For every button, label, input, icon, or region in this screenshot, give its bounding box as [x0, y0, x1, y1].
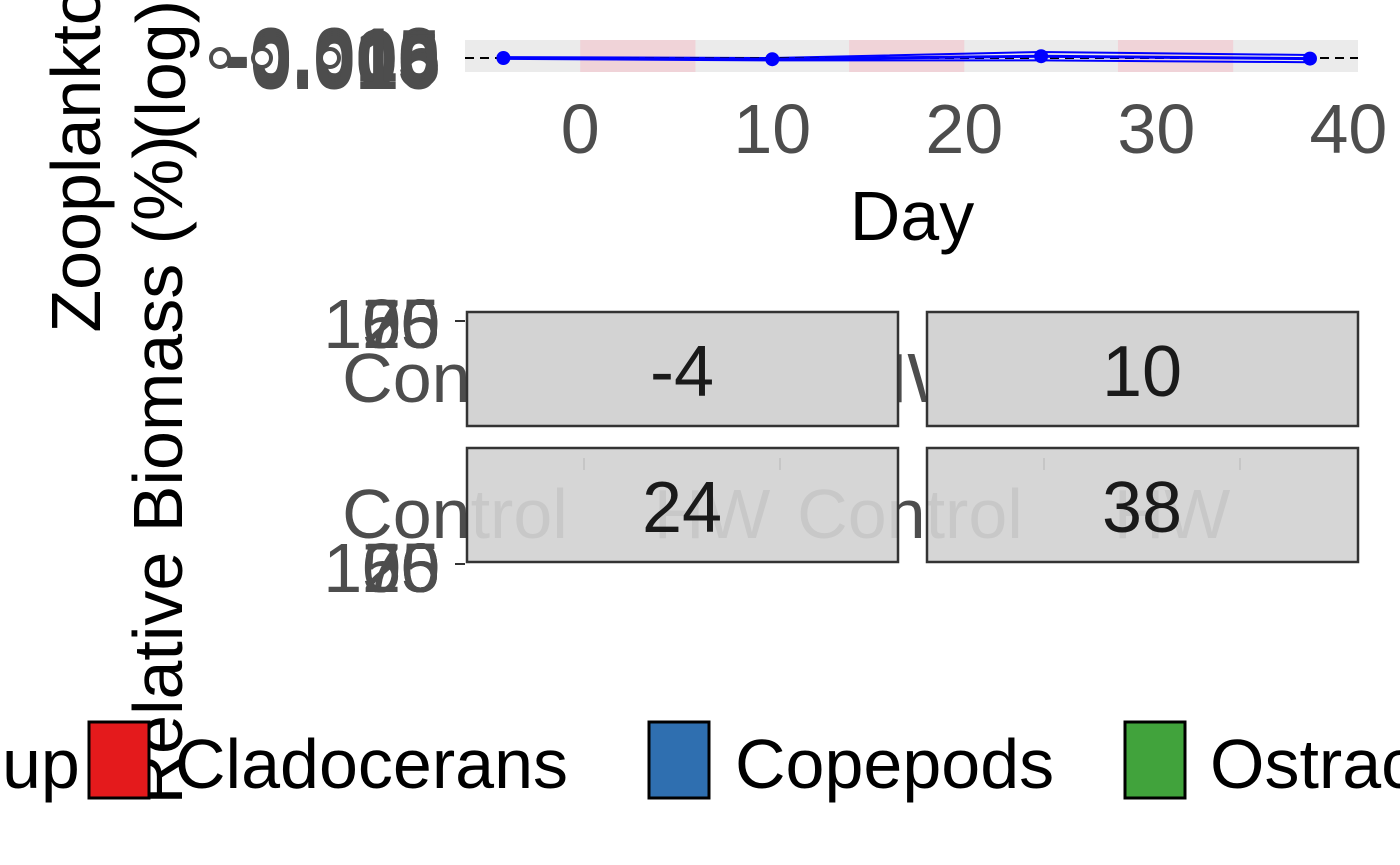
legend-item-copepods: Copepods: [647, 720, 1054, 803]
legend-label-ostracods: Ostracods: [1210, 725, 1400, 803]
shaded-period-1: [580, 40, 696, 72]
line-x-tick-labels: 0 10 20 30 40: [561, 90, 1388, 168]
bar-y-tick-bottom-0: 0: [401, 529, 440, 607]
legend-label-copepods: Copepods: [735, 725, 1054, 803]
x-tick-label-40: 40: [1309, 90, 1387, 168]
y-tick-label-2: 0.000: [250, 17, 440, 102]
facet-label-1: -4: [650, 332, 714, 412]
legend-label-cladocerans: Cladocerans: [175, 725, 568, 803]
bar-y-tick-top-75: 75: [362, 285, 440, 363]
bar-y-tick-bottom-75: 75: [362, 529, 440, 607]
y-tick-label-3: 0.005: [250, 19, 440, 104]
y-tick-glyph-0: [209, 47, 231, 69]
bar-y-tick-bottom-25: 25: [362, 529, 440, 607]
series-line: [503, 54, 1311, 61]
x-tick-label-20: 20: [925, 90, 1003, 168]
facet-strip-4: 38: [925, 446, 1360, 564]
bar-y-tick-top-100: 100: [323, 285, 440, 363]
x-tick-label-30: 30: [1117, 90, 1195, 168]
y-tick-glyph-1: [251, 47, 273, 69]
y-tick-glyph-2: [319, 47, 341, 69]
facet-strip-1: -4: [465, 310, 900, 428]
data-point-day--4: [496, 51, 511, 65]
bar-y-tick-top-25: 25: [362, 285, 440, 363]
facet-strip-2: 10: [925, 310, 1360, 428]
data-point-day-24: [1034, 49, 1049, 64]
legend-swatch-copepods: [647, 720, 711, 800]
bar-y-tick-bottom-50: 50: [362, 529, 440, 607]
data-point-day-10: [765, 52, 780, 67]
x-tick-label-10: 10: [733, 90, 811, 168]
facet-label-3: 24: [642, 468, 722, 548]
facet-strip-3: 24: [465, 446, 900, 564]
legend-swatch-cladocerans: [87, 720, 151, 800]
bar-y-tick-top-50: 50: [362, 285, 440, 363]
bar-y-axis-label: Relative Biomass (%): [119, 135, 197, 804]
bar-y-tick-bottom-100: 100: [323, 529, 440, 607]
x-axis-label: Day: [850, 177, 974, 255]
y-axis-label-line-2: (log): [122, 0, 200, 140]
y-tick-label-4: 0.010: [250, 21, 440, 106]
legend-title: up: [2, 725, 80, 803]
legend-item-cladocerans: Cladocerans: [87, 720, 568, 803]
y-axis-label-line-1: Zooplankton: [37, 0, 115, 333]
bar-y-tick-top-0: 0: [401, 285, 440, 363]
facet-label-4: 38: [1102, 468, 1182, 548]
legend-item-ostracods: Ostracods: [1123, 720, 1400, 803]
legend-swatch-ostracods: [1123, 720, 1187, 800]
x-tick-label-0: 0: [561, 90, 600, 168]
data-point-day-38: [1302, 51, 1317, 66]
legend: up Cladocerans Copepods Ostracods: [2, 720, 1400, 803]
facet-label-2: 10: [1102, 332, 1182, 412]
line-series: [496, 49, 1317, 67]
